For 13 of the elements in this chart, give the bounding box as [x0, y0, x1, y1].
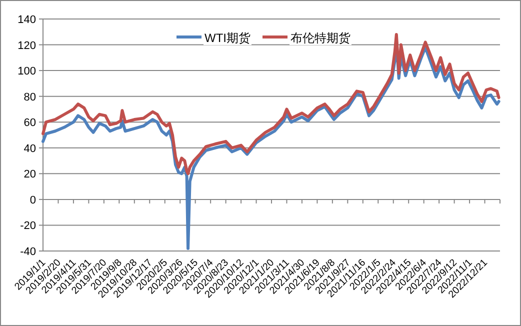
y-tick-label: 120 — [18, 40, 36, 52]
legend-label: WTI期货 — [204, 31, 250, 45]
y-tick-label: 0 — [30, 194, 36, 206]
y-tick-label: 140 — [18, 14, 36, 26]
y-tick-label: 40 — [24, 142, 36, 155]
y-tick-label: 100 — [18, 66, 36, 78]
y-tick-label: 60 — [24, 117, 36, 130]
y-tick-label: -40 — [20, 246, 36, 258]
legend-label: 布伦特期货 — [290, 31, 350, 45]
y-tick-label: 20 — [24, 168, 36, 181]
y-tick-label: -20 — [20, 220, 36, 232]
y-tick-label: 80 — [24, 91, 36, 104]
line-series — [42, 32, 500, 176]
